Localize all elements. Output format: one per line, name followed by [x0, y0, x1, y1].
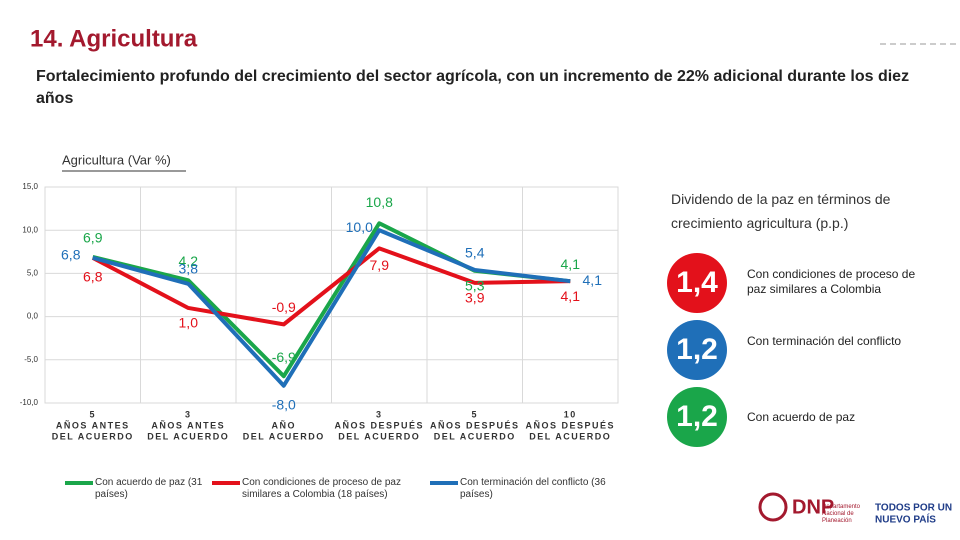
legend-label: Con acuerdo de paz (31 países) [95, 477, 203, 500]
dividend-circle [667, 253, 727, 313]
x-tick-label: AÑOS DESPUÉS [334, 420, 424, 430]
dividend-circle [667, 320, 727, 380]
legend-label: Con condiciones de proceso de paz simila… [242, 477, 401, 500]
dividend-value: 1,2 [676, 400, 718, 433]
data-label: -8,0 [272, 396, 296, 412]
x-tick-label: 3 [185, 409, 192, 419]
x-tick-label: 5 [471, 409, 478, 419]
x-tick-label: 10 [564, 409, 577, 419]
x-tick-label: DEL ACUERDO [338, 431, 420, 441]
legend-label: Con terminación del conflicto (36 países… [460, 477, 606, 500]
y-tick-label: 15,0 [22, 182, 38, 191]
data-label: 5,4 [465, 245, 485, 261]
data-label: 4,1 [583, 272, 603, 288]
logo-seal [758, 492, 788, 522]
x-tick-label: DEL ACUERDO [147, 431, 229, 441]
logo-gov-1: TODOS POR UN [875, 503, 952, 514]
data-label: 7,9 [370, 257, 390, 273]
dividend-label: Con terminación del conflicto [747, 334, 902, 348]
data-label: 4,1 [561, 288, 581, 304]
data-label: 4,2 [179, 253, 199, 269]
y-tick-label: 10,0 [22, 225, 38, 234]
dividend-label: Con acuerdo de paz [747, 410, 856, 424]
data-label: 5,3 [465, 278, 485, 294]
dividend-circle [667, 387, 727, 447]
data-label: 10,8 [366, 194, 393, 210]
data-label: 10,0 [346, 219, 373, 235]
series-line [92, 228, 571, 388]
logo-dnp: DNP [792, 496, 834, 518]
data-label: 6,8 [83, 269, 103, 285]
x-tick-label: DEL ACUERDO [52, 431, 134, 441]
chart-title: Agricultura (Var %) [62, 152, 171, 167]
slide-subtitle: Fortalecimiento profundo del crecimiento… [36, 68, 910, 107]
data-label: 4,1 [561, 256, 581, 272]
slide-title: 14. Agricultura [30, 25, 198, 52]
logo-box [790, 494, 868, 520]
y-tick-label: 5,0 [27, 269, 39, 278]
data-label: 3,8 [179, 260, 199, 276]
y-tick-label: 0,0 [27, 312, 39, 321]
data-label: -6,9 [272, 349, 296, 365]
logo-gov-2: NUEVO PAÍS [875, 513, 936, 526]
series-line [91, 246, 571, 327]
data-label: -0,9 [272, 299, 296, 315]
y-tick-label: -10,0 [20, 398, 39, 407]
x-tick-label: DEL ACUERDO [529, 431, 611, 441]
dividend-title: Dividendo de la paz en términos de creci… [671, 191, 891, 231]
x-tick-label: AÑOS DESPUÉS [525, 420, 615, 430]
x-tick-label: AÑOS DESPUÉS [430, 420, 520, 430]
data-label: 1,0 [179, 315, 199, 331]
logo-dnp-name: Departamento Nacional de Planeación [822, 504, 861, 524]
x-tick-label: DEL ACUERDO [434, 431, 516, 441]
x-tick-label: 5 [89, 409, 96, 419]
x-tick-label: AÑOS ANTES [151, 420, 225, 430]
x-tick-label: AÑO [272, 420, 297, 430]
dividend-value: 1,4 [676, 266, 718, 299]
dividend-label: Con condiciones de proceso de paz simila… [747, 267, 916, 296]
data-label: 3,9 [465, 290, 485, 306]
x-tick-label: AÑOS ANTES [56, 420, 130, 430]
x-tick-label: DEL ACUERDO [243, 431, 325, 441]
y-tick-label: -5,0 [24, 355, 38, 364]
data-label: 6,8 [61, 247, 81, 263]
dividend-value: 1,2 [676, 333, 718, 366]
data-label: 6,9 [83, 230, 103, 246]
x-tick-label: 3 [376, 409, 383, 419]
